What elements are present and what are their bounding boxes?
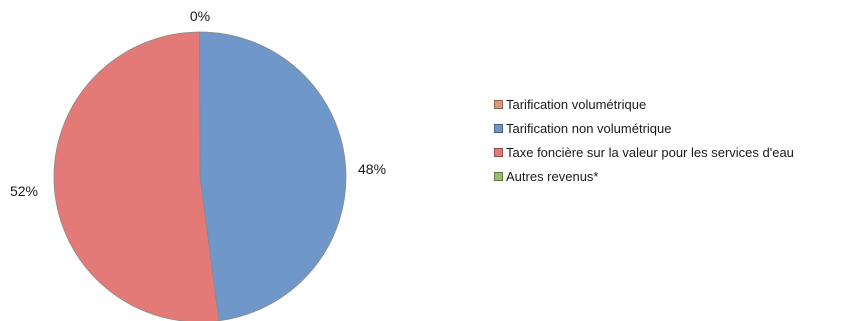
legend-item-non-volumetric: Tarification non volumétrique — [494, 116, 794, 140]
legend-swatch-non-volumetric — [494, 123, 503, 133]
pie-label-2: 52% — [10, 183, 38, 199]
legend-swatch-other-revenue — [494, 171, 503, 181]
legend-label-other-revenue: Autres revenus* — [506, 168, 599, 184]
legend-swatch-property-tax — [494, 147, 503, 157]
legend-item-property-tax: Taxe foncière sur la valeur pour les ser… — [494, 140, 794, 164]
legend-item-other-revenue: Autres revenus* — [494, 164, 794, 188]
legend: Tarification volumétrique Tarification n… — [494, 92, 794, 188]
legend-label-non-volumetric: Tarification non volumétrique — [506, 120, 672, 136]
legend-item-volumetric: Tarification volumétrique — [494, 92, 794, 116]
pie-label-0: 0% — [190, 8, 210, 24]
legend-label-volumetric: Tarification volumétrique — [506, 96, 647, 112]
pie-label-1: 48% — [358, 161, 386, 177]
pie-slice-1 — [199, 31, 347, 321]
legend-label-property-tax: Taxe foncière sur la valeur pour les ser… — [506, 144, 794, 160]
legend-swatch-volumetric — [494, 99, 503, 109]
pie-slice-2 — [53, 31, 220, 321]
